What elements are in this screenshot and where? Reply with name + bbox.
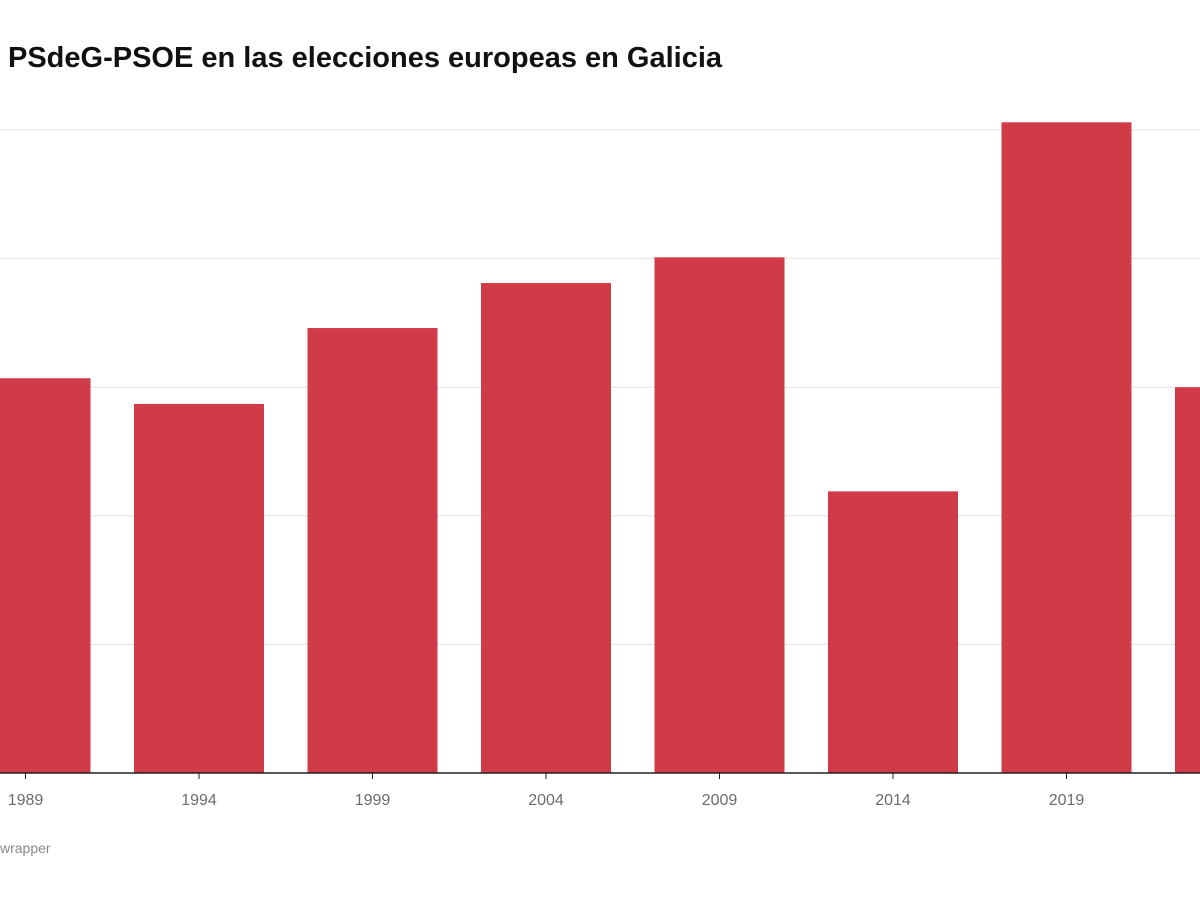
x-tick-label: 2019 xyxy=(1049,792,1085,809)
bars xyxy=(0,122,1200,774)
bar-1989 xyxy=(0,378,91,773)
bar-2014 xyxy=(828,491,958,773)
x-tick-label: 2009 xyxy=(702,792,738,809)
x-axis: 1989 1994 1999 2004 2009 2014 2019 xyxy=(0,772,1200,809)
x-tick-label: 1994 xyxy=(181,792,217,809)
x-tick-label: 1989 xyxy=(8,792,44,809)
chart-title: PSdeG-PSOE en las elecciones europeas en… xyxy=(8,42,723,74)
bar-1994 xyxy=(134,403,264,773)
bar-1999 xyxy=(307,328,438,773)
bar-2009 xyxy=(654,257,785,774)
bar-2024 xyxy=(1175,387,1200,773)
x-tick-label: 1999 xyxy=(355,792,391,809)
x-tick-label: 2004 xyxy=(528,792,564,809)
x-tick-label: 2014 xyxy=(875,792,911,809)
source-credit: wrapper xyxy=(0,840,51,856)
bar-2004 xyxy=(481,283,611,773)
bar-2019 xyxy=(1001,122,1132,773)
